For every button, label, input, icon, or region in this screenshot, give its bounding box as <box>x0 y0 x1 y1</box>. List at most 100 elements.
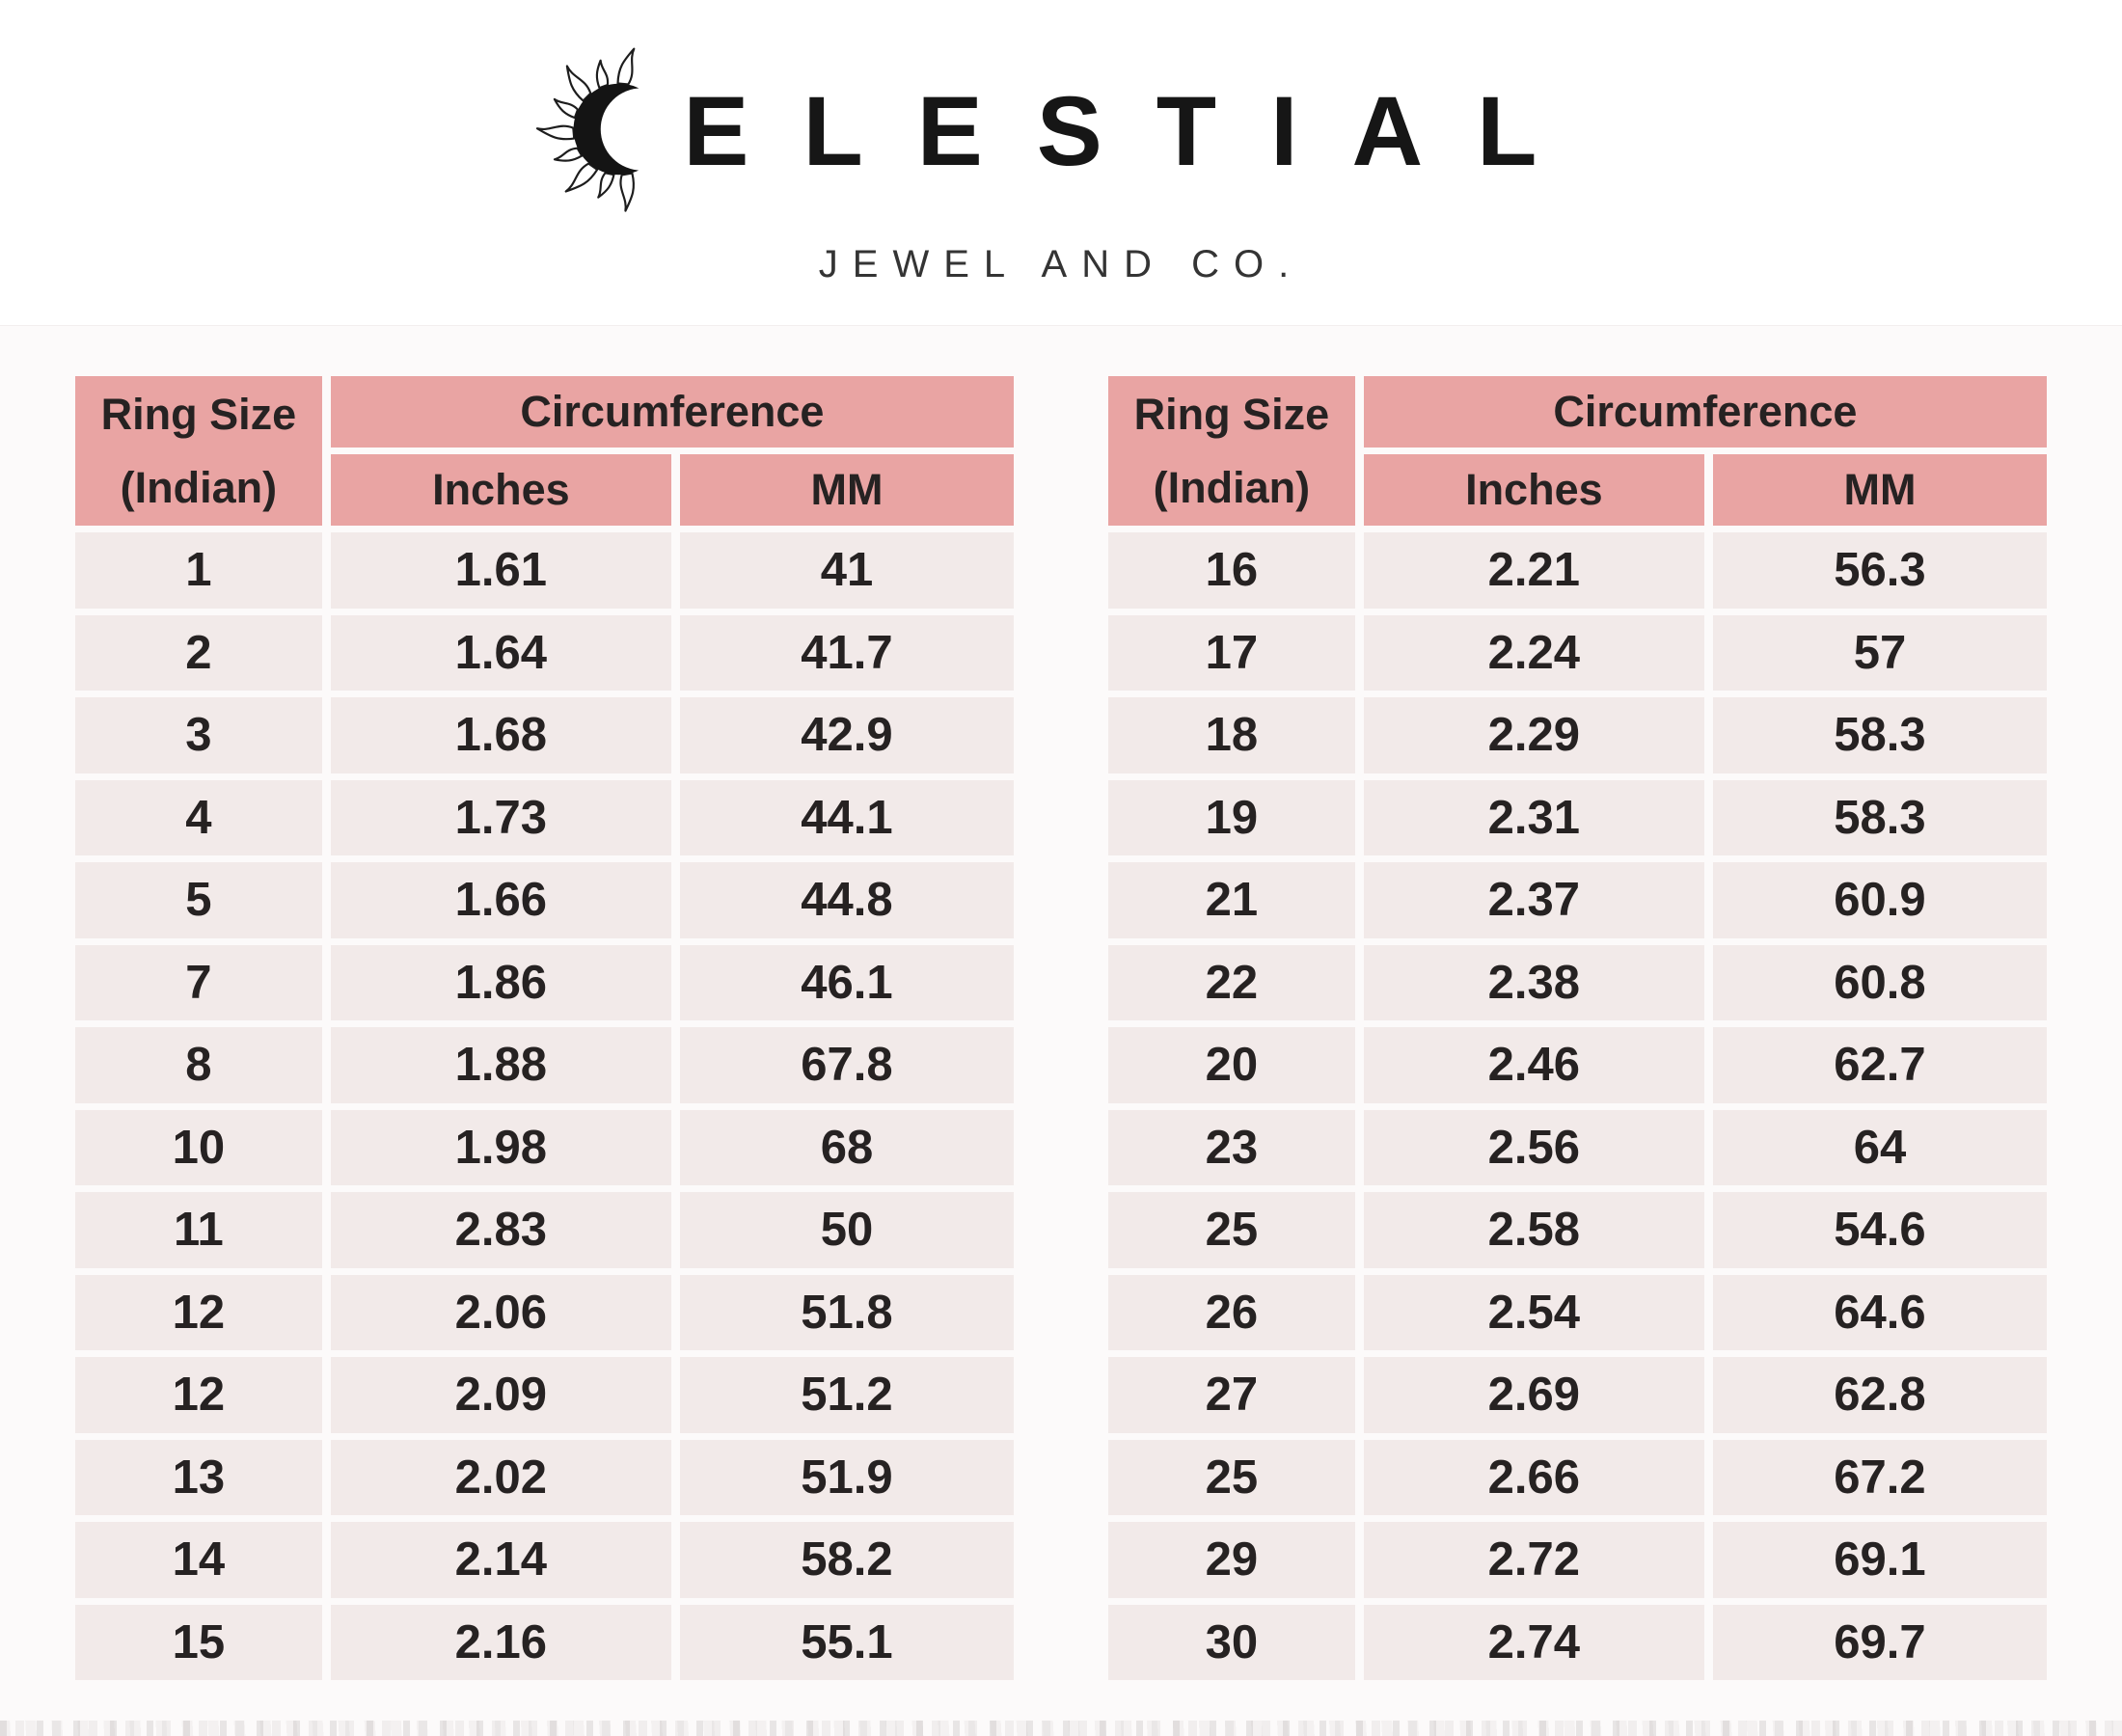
mm-cell: 56.3 <box>1712 532 2047 609</box>
mm-cell: 67.8 <box>679 1027 1014 1103</box>
inches-cell: 2.09 <box>330 1357 671 1433</box>
ring-size-cell: 23 <box>1108 1109 1355 1185</box>
ring-size-table-left: Ring Size (Indian) Circumference Inches … <box>75 376 1014 1680</box>
ring-size-cell: 25 <box>1108 1439 1355 1515</box>
ring-size-cell: 13 <box>75 1439 322 1515</box>
inches-cell: 1.98 <box>330 1109 671 1185</box>
inches-cell: 2.66 <box>1363 1439 1704 1515</box>
brand-subtitle: JEWEL AND CO. <box>818 243 1304 285</box>
mm-cell: 60.8 <box>1712 944 2047 1020</box>
ring-size-table-right: Ring Size (Indian) Circumference Inches … <box>1108 376 2047 1680</box>
brand-wordmark: ELESTIAL <box>683 76 1592 186</box>
ring-size-cell: 14 <box>75 1522 322 1598</box>
mm-cell: 57 <box>1712 614 2047 691</box>
ring-size-cell: 25 <box>1108 1192 1355 1268</box>
header-circumference: Circumference <box>330 376 1014 448</box>
inches-cell: 1.73 <box>330 779 671 855</box>
ring-size-cell: 12 <box>75 1274 322 1350</box>
ring-size-cell: 10 <box>75 1109 322 1185</box>
ring-size-cell: 11 <box>75 1192 322 1268</box>
ring-size-cell: 29 <box>1108 1522 1355 1598</box>
ring-size-cell: 22 <box>1108 944 1355 1020</box>
inches-cell: 2.16 <box>330 1604 671 1680</box>
header-ring-size: Ring Size (Indian) <box>75 376 322 526</box>
header-circumference: Circumference <box>1363 376 2047 448</box>
mm-cell: 50 <box>679 1192 1014 1268</box>
brand-row: ELESTIAL <box>531 44 1592 218</box>
brand-logo: ELESTIAL JEWEL AND CO. <box>0 0 2122 286</box>
ring-size-cell: 8 <box>75 1027 322 1103</box>
mm-cell: 55.1 <box>679 1604 1014 1680</box>
mm-cell: 62.8 <box>1712 1357 2047 1433</box>
header-inches: Inches <box>1363 454 1704 526</box>
inches-cell: 2.29 <box>1363 697 1704 773</box>
ring-size-cell: 26 <box>1108 1274 1355 1350</box>
inches-cell: 1.64 <box>330 614 671 691</box>
mm-cell: 68 <box>679 1109 1014 1185</box>
inches-cell: 2.21 <box>1363 532 1704 609</box>
mm-cell: 69.1 <box>1712 1522 2047 1598</box>
ring-size-cell: 1 <box>75 532 322 609</box>
ring-size-cell: 4 <box>75 779 322 855</box>
ring-size-cell: 17 <box>1108 614 1355 691</box>
mm-cell: 67.2 <box>1712 1439 2047 1515</box>
mm-cell: 51.2 <box>679 1357 1014 1433</box>
ring-size-cell: 21 <box>1108 862 1355 938</box>
chart-content-area: Ring Size (Indian) Circumference Inches … <box>0 325 2122 1736</box>
ring-size-cell: 2 <box>75 614 322 691</box>
header-ring-size-line1: Ring Size <box>100 390 297 439</box>
sun-crescent-icon <box>535 47 676 212</box>
header-ring-size: Ring Size (Indian) <box>1108 376 1355 526</box>
mm-cell: 64 <box>1712 1109 2047 1185</box>
mm-cell: 41.7 <box>679 614 1014 691</box>
mm-cell: 41 <box>679 532 1014 609</box>
mm-cell: 42.9 <box>679 697 1014 773</box>
inches-cell: 2.46 <box>1363 1027 1704 1103</box>
header-mm: MM <box>1712 454 2047 526</box>
inches-cell: 2.02 <box>330 1439 671 1515</box>
ring-size-cell: 20 <box>1108 1027 1355 1103</box>
mm-cell: 58.3 <box>1712 779 2047 855</box>
ring-size-cell: 5 <box>75 862 322 938</box>
ring-size-cell: 15 <box>75 1604 322 1680</box>
tables-row: Ring Size (Indian) Circumference Inches … <box>0 376 2122 1680</box>
inches-cell: 1.86 <box>330 944 671 1020</box>
header-inches: Inches <box>330 454 671 526</box>
inches-cell: 2.24 <box>1363 614 1704 691</box>
inches-cell: 2.37 <box>1363 862 1704 938</box>
inches-cell: 1.66 <box>330 862 671 938</box>
ring-size-cell: 18 <box>1108 697 1355 773</box>
mm-cell: 54.6 <box>1712 1192 2047 1268</box>
inches-cell: 2.72 <box>1363 1522 1704 1598</box>
ring-size-cell: 3 <box>75 697 322 773</box>
ring-size-cell: 16 <box>1108 532 1355 609</box>
scan-noise-band <box>0 1721 2122 1736</box>
mm-cell: 51.8 <box>679 1274 1014 1350</box>
inches-cell: 2.06 <box>330 1274 671 1350</box>
ring-size-cell: 12 <box>75 1357 322 1433</box>
ring-size-cell: 27 <box>1108 1357 1355 1433</box>
mm-cell: 44.8 <box>679 862 1014 938</box>
inches-cell: 2.31 <box>1363 779 1704 855</box>
inches-cell: 2.74 <box>1363 1604 1704 1680</box>
inches-cell: 1.68 <box>330 697 671 773</box>
mm-cell: 62.7 <box>1712 1027 2047 1103</box>
mm-cell: 51.9 <box>679 1439 1014 1515</box>
inches-cell: 1.88 <box>330 1027 671 1103</box>
inches-cell: 2.56 <box>1363 1109 1704 1185</box>
mm-cell: 64.6 <box>1712 1274 2047 1350</box>
mm-cell: 69.7 <box>1712 1604 2047 1680</box>
header-ring-size-line1: Ring Size <box>1133 390 1330 439</box>
ring-size-cell: 7 <box>75 944 322 1020</box>
ring-size-cell: 19 <box>1108 779 1355 855</box>
inches-cell: 2.38 <box>1363 944 1704 1020</box>
inches-cell: 2.83 <box>330 1192 671 1268</box>
header-ring-size-line2: (Indian) <box>1153 462 1311 512</box>
mm-cell: 60.9 <box>1712 862 2047 938</box>
header-ring-size-line2: (Indian) <box>120 462 278 512</box>
inches-cell: 2.58 <box>1363 1192 1704 1268</box>
mm-cell: 46.1 <box>679 944 1014 1020</box>
inches-cell: 1.61 <box>330 532 671 609</box>
inches-cell: 2.54 <box>1363 1274 1704 1350</box>
